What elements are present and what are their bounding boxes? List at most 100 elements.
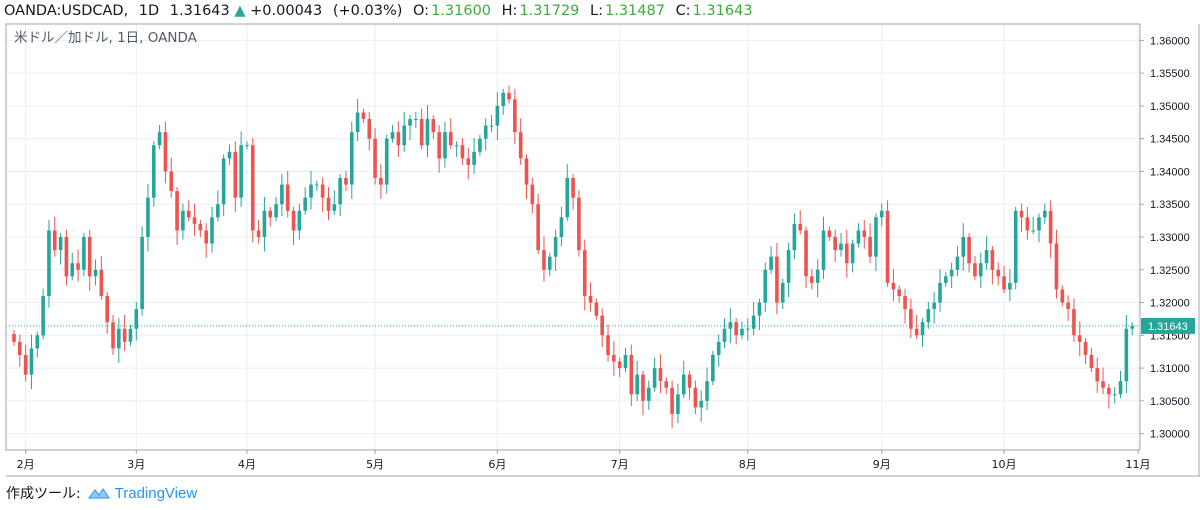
candle-body [41, 295, 45, 336]
candle-body [1002, 276, 1006, 290]
month-label: 9月 [873, 458, 891, 471]
candle-body [495, 105, 500, 126]
change-percent: (+0.03%) [332, 3, 403, 19]
candle-body [536, 204, 540, 251]
candle-body [419, 119, 424, 146]
candle-body [1037, 217, 1041, 231]
candle-body [262, 210, 267, 237]
candle-body [361, 112, 366, 120]
candle-body [431, 119, 436, 133]
candle-body [792, 223, 797, 251]
price-tick-label: 1.30000 [1150, 429, 1190, 441]
price-axis[interactable]: 1.300001.305001.310001.315001.320001.325… [1140, 35, 1190, 441]
candlestick-chart[interactable]: 1.300001.305001.310001.315001.320001.325… [0, 22, 1200, 478]
candle-body [58, 237, 63, 251]
candle-body [111, 322, 115, 349]
candle-body [821, 230, 826, 270]
candle-body [711, 354, 715, 382]
candle-body [1077, 335, 1082, 342]
candle-body [52, 230, 57, 251]
month-label: 7月 [611, 458, 629, 471]
candle-body [722, 328, 727, 342]
candle-body [379, 178, 383, 185]
candle-body [944, 276, 948, 283]
candle-body [845, 243, 849, 264]
candle-body [489, 125, 494, 127]
tradingview-brand-link[interactable]: TradingView [114, 485, 198, 502]
interval[interactable]: 1D [138, 3, 160, 19]
candle-body [909, 309, 913, 329]
candle-body [315, 184, 319, 186]
footer: 作成ツール: TradingView [6, 484, 197, 504]
candle-body [297, 210, 302, 231]
price-tick-label: 1.30500 [1150, 396, 1190, 408]
low-value: 1.31487 [604, 3, 665, 19]
candle-body [914, 328, 919, 336]
candle-body [163, 132, 168, 172]
candle-body [443, 132, 447, 159]
candle-body [810, 276, 814, 283]
month-label: 6月 [488, 458, 506, 471]
candle-body [798, 223, 803, 231]
candle-body [274, 204, 278, 218]
candle-body [448, 132, 453, 146]
candle-body [454, 145, 459, 147]
candle-body [984, 250, 989, 264]
close-label: C: [675, 3, 691, 19]
price-tick-label: 1.32500 [1150, 265, 1190, 277]
symbol-name[interactable]: OANDA:USDCAD, [4, 3, 129, 19]
candle-body [309, 184, 313, 198]
candle-body [157, 132, 162, 146]
candle-body [757, 302, 762, 316]
tradingview-logo-icon [88, 488, 111, 499]
candle-body [582, 250, 587, 296]
candle-body [1008, 282, 1012, 290]
candle-body [565, 178, 570, 218]
candle-body [320, 184, 325, 198]
candle-body [175, 191, 179, 231]
candle-body [780, 282, 785, 303]
candle-body [99, 269, 104, 296]
candle-body [518, 132, 523, 159]
candle-body [303, 197, 307, 211]
candle-body [221, 158, 226, 205]
candle-body [216, 204, 220, 218]
candle-body [117, 328, 121, 349]
candle-body [635, 374, 639, 395]
candle-body [553, 237, 558, 257]
candle-body [850, 243, 855, 264]
last-price-tag-label: 1.31643 [1148, 321, 1188, 333]
candle-body [571, 178, 575, 198]
candle-body [483, 125, 488, 139]
candle-body [1054, 243, 1059, 290]
candle-body [93, 269, 98, 277]
price-tick-label: 1.33500 [1150, 199, 1190, 211]
candle-body [326, 197, 331, 211]
candle-body [990, 250, 995, 270]
candle-body [681, 374, 686, 395]
candle-body [1060, 289, 1065, 303]
candle-body [367, 119, 372, 139]
candle-body [973, 263, 977, 277]
candle-body [559, 217, 564, 237]
candle-body [1130, 326, 1134, 329]
candle-body [513, 99, 517, 133]
candle-body [670, 387, 674, 414]
candle-body [524, 158, 529, 185]
candle-body [1013, 210, 1018, 283]
candle-body [938, 282, 942, 303]
candle-body [70, 263, 75, 277]
candle-body [186, 210, 191, 218]
candle-body [245, 145, 249, 147]
candle-body [146, 197, 150, 237]
last-price-tag-bg [1141, 317, 1195, 334]
candle-body [105, 295, 109, 323]
open-label: O: [413, 3, 430, 19]
candle-body [751, 315, 756, 329]
candle-body [856, 230, 861, 244]
candle-body [612, 354, 616, 362]
candle-body [862, 230, 867, 237]
candle-body [1112, 394, 1117, 396]
time-axis[interactable]: 2月 3月 4月 5月 6月 7月 8月 9月 10月 11月 [6, 24, 1200, 477]
candle-body [932, 302, 936, 310]
